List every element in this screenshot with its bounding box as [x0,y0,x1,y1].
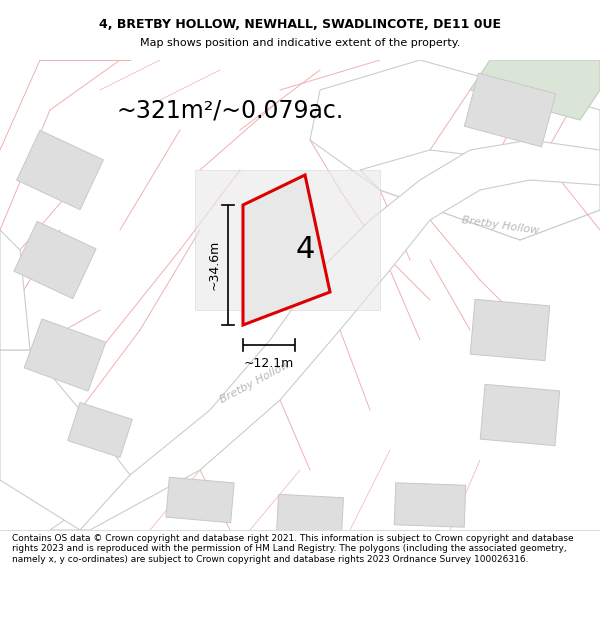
Polygon shape [464,73,556,147]
Text: ~321m²/~0.079ac.: ~321m²/~0.079ac. [116,98,344,122]
Polygon shape [24,319,106,391]
Polygon shape [166,478,234,522]
Polygon shape [0,230,30,350]
Text: Bretby Hollow: Bretby Hollow [218,359,292,405]
Text: Contains OS data © Crown copyright and database right 2021. This information is : Contains OS data © Crown copyright and d… [12,534,574,564]
Polygon shape [68,402,133,458]
Text: ~12.1m: ~12.1m [244,357,294,370]
Polygon shape [470,299,550,361]
Polygon shape [17,130,103,210]
Text: Map shows position and indicative extent of the property.: Map shows position and indicative extent… [140,38,460,48]
Polygon shape [480,384,560,446]
Polygon shape [394,482,466,528]
Text: Bretby Hollow: Bretby Hollow [461,214,539,236]
Polygon shape [470,60,600,120]
Polygon shape [277,494,343,536]
Polygon shape [0,350,130,530]
Polygon shape [310,60,600,240]
Text: 4: 4 [296,235,315,264]
Polygon shape [195,170,380,310]
Text: ~34.6m: ~34.6m [208,240,221,290]
Polygon shape [360,150,600,240]
Polygon shape [50,140,600,530]
Polygon shape [14,221,96,299]
Polygon shape [243,175,330,325]
Text: 4, BRETBY HOLLOW, NEWHALL, SWADLINCOTE, DE11 0UE: 4, BRETBY HOLLOW, NEWHALL, SWADLINCOTE, … [99,18,501,31]
